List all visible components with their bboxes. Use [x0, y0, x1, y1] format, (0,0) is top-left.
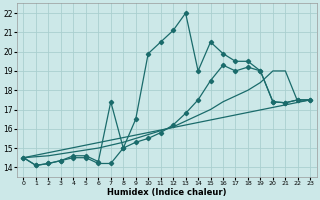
X-axis label: Humidex (Indice chaleur): Humidex (Indice chaleur)	[107, 188, 227, 197]
